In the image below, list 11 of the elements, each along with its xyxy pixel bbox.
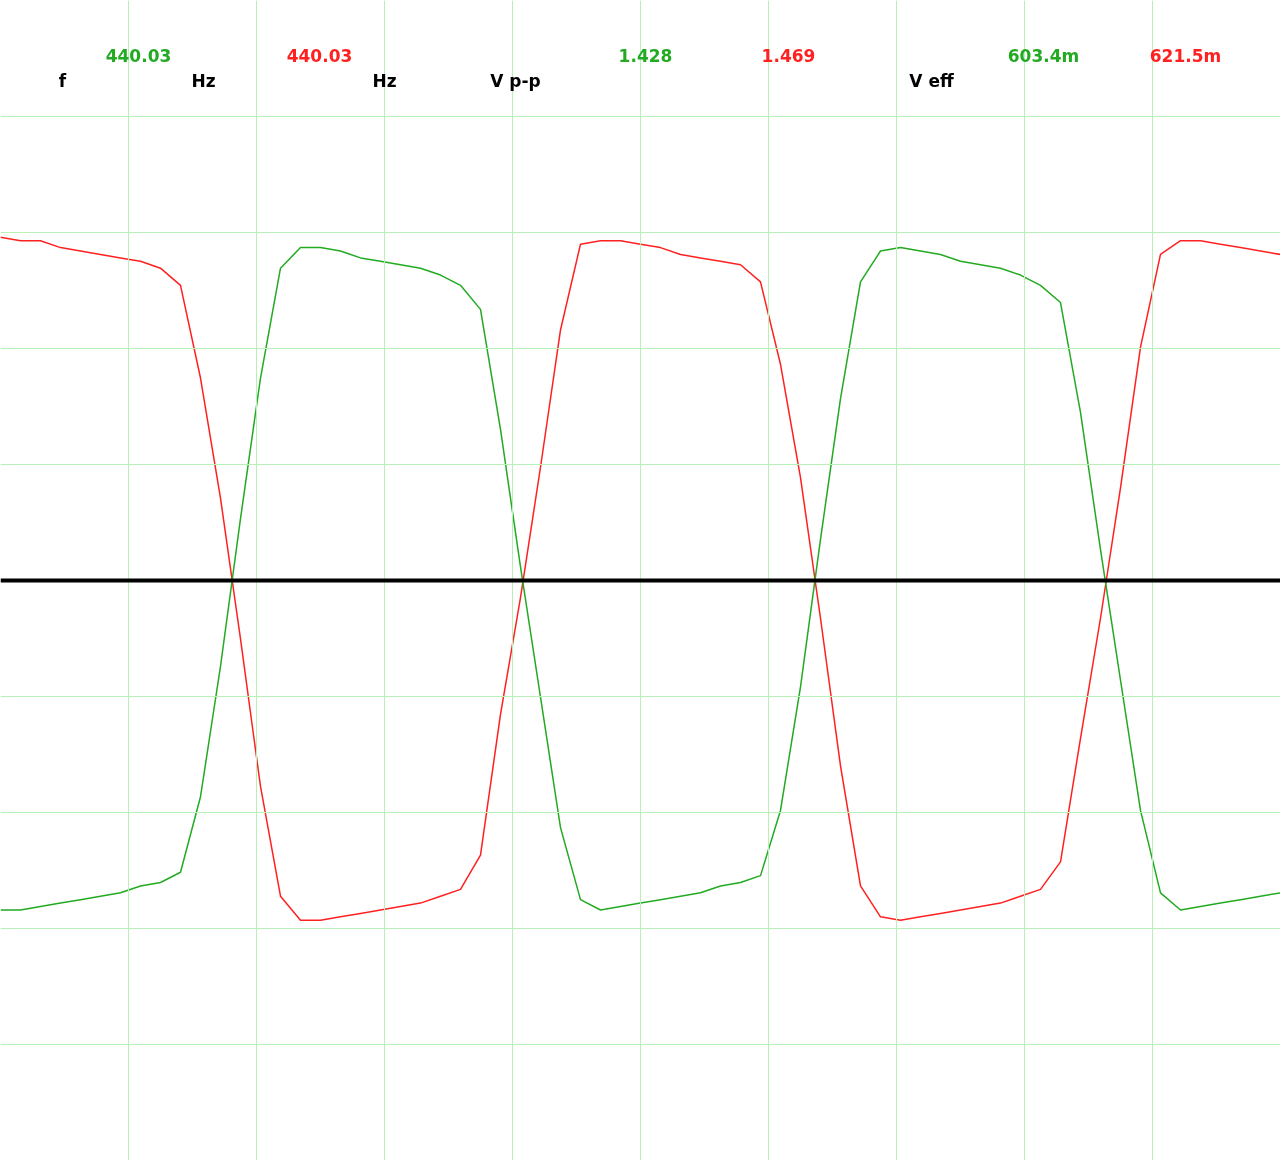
text: Hz: [372, 70, 397, 91]
text: 603.4m: [1007, 45, 1080, 66]
text: 1.428: [618, 46, 673, 66]
text: 440.03: [286, 46, 353, 66]
text: 440.03: [105, 46, 172, 66]
text: 621.5m: [1149, 45, 1222, 66]
text: f: [58, 70, 67, 91]
text: V eff: [909, 70, 954, 91]
text: V p-p: [490, 70, 541, 91]
text: Hz: [191, 70, 216, 91]
text: 1.469: [761, 46, 816, 66]
